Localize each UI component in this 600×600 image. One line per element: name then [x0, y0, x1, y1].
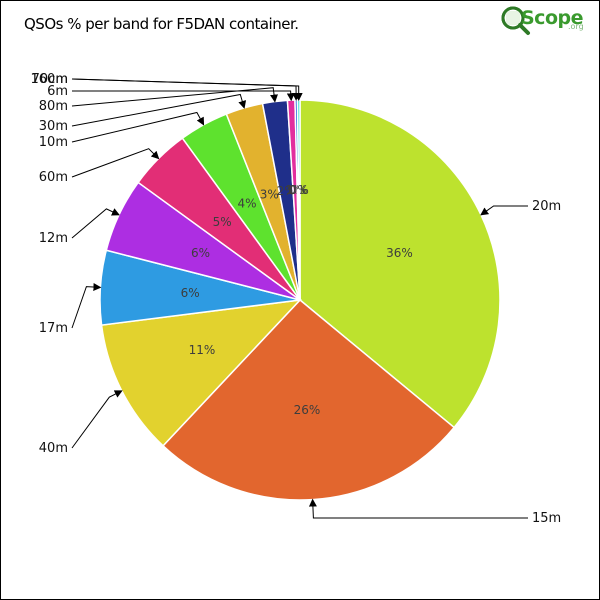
pct-label-10m: 4%: [237, 197, 256, 211]
leader-line-40m: [71, 390, 123, 449]
leader-line-60m: [71, 148, 160, 178]
leader-line-30m: [71, 93, 247, 127]
band-label-20m: 20m: [532, 199, 561, 214]
band-label-15m: 15m: [532, 511, 561, 526]
band-label-12m: 12m: [39, 231, 68, 246]
pct-label-40m: 11%: [189, 343, 216, 357]
logo-brand-text: Scope: [521, 7, 584, 29]
qscope-logo: Scope .org: [500, 3, 586, 39]
pct-label-20m: 36%: [386, 246, 413, 260]
pct-label-15m: 26%: [294, 403, 321, 417]
band-label-10m: 10m: [39, 135, 68, 150]
leader-line-6m: [72, 90, 295, 102]
band-label-160m: 160m: [31, 72, 68, 87]
band-label-70cm: 70cm: [32, 72, 68, 87]
leader-line-17m: [71, 283, 102, 329]
magnifier-icon: [501, 6, 530, 35]
band-label-6m: 6m: [47, 84, 68, 99]
chart-title: QSOs % per band for F5DAN container.: [24, 15, 299, 33]
leader-line-20m: [480, 205, 528, 216]
band-label-80m: 80m: [39, 99, 68, 114]
band-label-30m: 30m: [39, 119, 68, 134]
leader-line-80m: [71, 87, 279, 107]
pct-label-30m: 3%: [260, 187, 279, 201]
leader-line-70cm: [71, 78, 303, 101]
band-label-17m: 17m: [39, 321, 68, 336]
leader-line-15m: [308, 498, 528, 519]
band-label-60m: 60m: [39, 170, 68, 185]
pct-label-80m: 2%: [277, 184, 296, 198]
leader-line-10m: [71, 111, 205, 143]
pct-label-17m: 6%: [181, 286, 200, 300]
pct-label-70cm: 0%: [290, 183, 309, 197]
logo-suffix-text: .org: [568, 22, 584, 31]
band-label-40m: 40m: [39, 441, 68, 456]
leader-line-12m: [71, 208, 120, 239]
pct-label-60m: 5%: [213, 215, 232, 229]
pct-label-12m: 6%: [191, 246, 210, 260]
